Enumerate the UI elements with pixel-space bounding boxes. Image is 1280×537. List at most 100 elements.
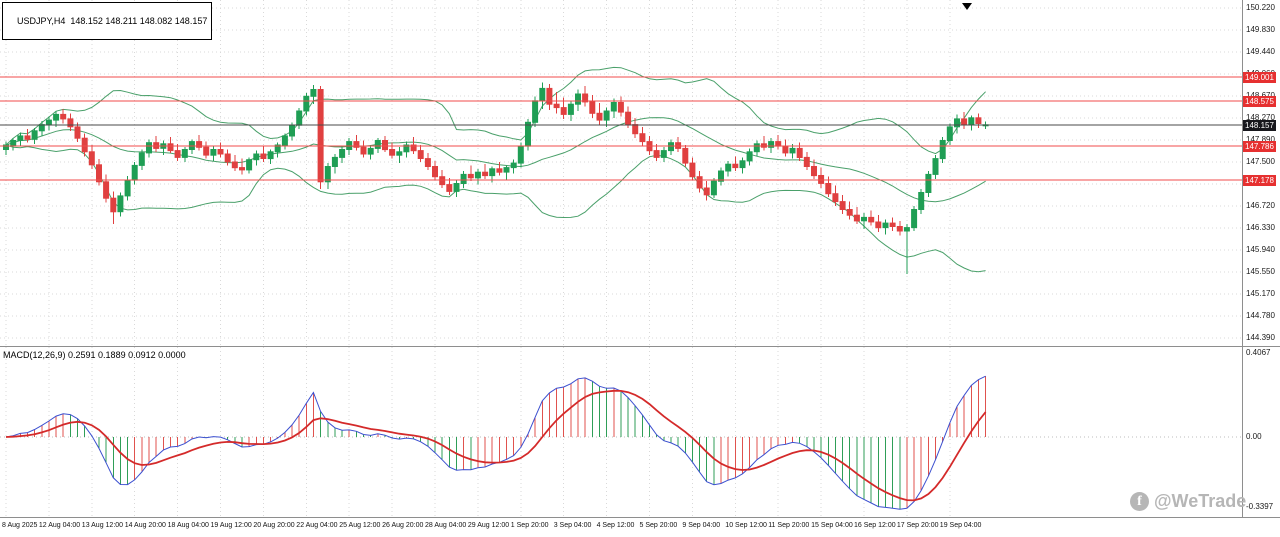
candle: [460, 173, 467, 184]
candle: [939, 140, 946, 160]
candle: [903, 227, 910, 232]
candle: [846, 209, 853, 216]
time-axis-label: 16 Sep 12:00: [854, 522, 896, 529]
price-tick-label: 144.780: [1246, 311, 1275, 320]
candle: [353, 141, 360, 148]
candle: [260, 153, 267, 159]
time-axis-label: 4 Sep 12:00: [596, 522, 635, 529]
candle: [303, 95, 310, 112]
candle: [875, 221, 882, 229]
candle: [3, 144, 9, 150]
candle: [253, 153, 260, 161]
bid-price-label: 148.157: [1243, 120, 1276, 131]
time-axis-label: 18 Aug 04:00: [167, 522, 209, 529]
candle: [882, 222, 889, 229]
time-axis-label: 8 Aug 2025: [2, 522, 38, 529]
candle: [932, 158, 939, 175]
candle: [560, 107, 567, 115]
time-axis-label: 12 Aug 04:00: [38, 522, 81, 529]
candle: [682, 147, 689, 164]
time-axis-label: 19 Sep 04:00: [939, 522, 982, 529]
candle: [110, 197, 117, 213]
price-chart-pane[interactable]: [0, 0, 1242, 346]
price-tick-label: 150.220: [1246, 3, 1275, 12]
candle: [24, 135, 31, 140]
pane-divider-bottom[interactable]: [0, 517, 1280, 518]
macd-line: [5, 375, 986, 510]
candle: [546, 87, 553, 105]
bollinger-bands: [5, 66, 986, 273]
candle: [818, 175, 825, 184]
price-tick-label: 145.550: [1246, 267, 1275, 276]
macd-indicator-pane[interactable]: [0, 347, 1242, 517]
candle: [625, 111, 632, 126]
chart-shift-marker-icon[interactable]: [962, 3, 972, 10]
candle: [210, 149, 217, 156]
price-tick-label: 149.830: [1246, 25, 1275, 34]
macd-indicator-label: MACD(12,26,9) 0.2591 0.1889 0.0912 0.000…: [3, 350, 186, 360]
candle: [896, 226, 903, 232]
candle: [146, 142, 152, 154]
candle: [732, 163, 739, 169]
candle: [217, 149, 224, 155]
candle: [374, 140, 381, 149]
watermark-text: @WeTrade: [1154, 491, 1247, 511]
candle: [410, 144, 417, 152]
candle: [339, 149, 346, 158]
time-axis-label: 19 Aug 12:00: [210, 522, 252, 529]
candle: [753, 143, 760, 153]
candle: [639, 133, 646, 143]
time-axis-label: 17 Sep 20:00: [896, 522, 939, 529]
candle: [382, 140, 388, 151]
candle: [503, 167, 510, 173]
candle: [467, 173, 474, 179]
level-price-label: 149.001: [1243, 72, 1276, 83]
wetrade-watermark: f @WeTrade: [1130, 491, 1246, 512]
candle: [739, 160, 746, 169]
candle: [768, 141, 775, 148]
candle: [389, 149, 396, 156]
candle: [117, 195, 124, 213]
time-axis-label: 26 Aug 20:00: [382, 522, 424, 529]
candle: [789, 147, 796, 154]
candle: [17, 135, 24, 141]
candle: [331, 156, 338, 167]
price-tick-label: 148.670: [1246, 91, 1275, 101]
candle: [246, 159, 253, 171]
candle: [417, 150, 424, 160]
candle: [782, 145, 789, 154]
candle: [196, 141, 203, 148]
time-axis-label: 11 Sep 20:00: [768, 522, 810, 529]
candle: [889, 222, 896, 228]
candle: [403, 144, 410, 153]
candle: [167, 143, 174, 152]
candle: [660, 150, 667, 158]
candle: [653, 150, 660, 158]
candle: [53, 113, 60, 121]
candle: [289, 124, 295, 137]
price-tick-label: 149.440: [1246, 47, 1275, 56]
horizontal-levels[interactable]: [0, 76, 1242, 181]
time-axis[interactable]: 8 Aug 2025 12 Aug 04:00 13 Aug 12:00 14 Aug…: [0, 518, 1242, 537]
macd-axis-zero-label: 0.00: [1246, 432, 1262, 441]
candle: [525, 121, 531, 147]
candle: [360, 146, 367, 155]
candle: [832, 193, 839, 203]
candle: [617, 102, 624, 113]
time-axis-label: 14 Aug 20:00: [124, 522, 166, 529]
candle: [67, 118, 74, 128]
price-axis[interactable]: 0.4067 0.00 -0.3397 150.220 149.830 149.44…: [1243, 0, 1280, 517]
candle: [610, 102, 617, 112]
macd-axis-bottom-label: -0.3397: [1246, 502, 1274, 511]
candle: [310, 89, 317, 97]
time-axis-label: 3 Sep 04:00: [553, 522, 592, 529]
pane-divider[interactable]: [0, 346, 1280, 347]
time-axis-label: 9 Sep 04:00: [682, 522, 721, 529]
candle: [868, 216, 875, 223]
level-price-label: 148.575: [1243, 96, 1276, 107]
candle: [725, 163, 732, 172]
macd-signal-line: [5, 389, 987, 502]
candle: [696, 176, 703, 189]
candle: [446, 184, 453, 192]
